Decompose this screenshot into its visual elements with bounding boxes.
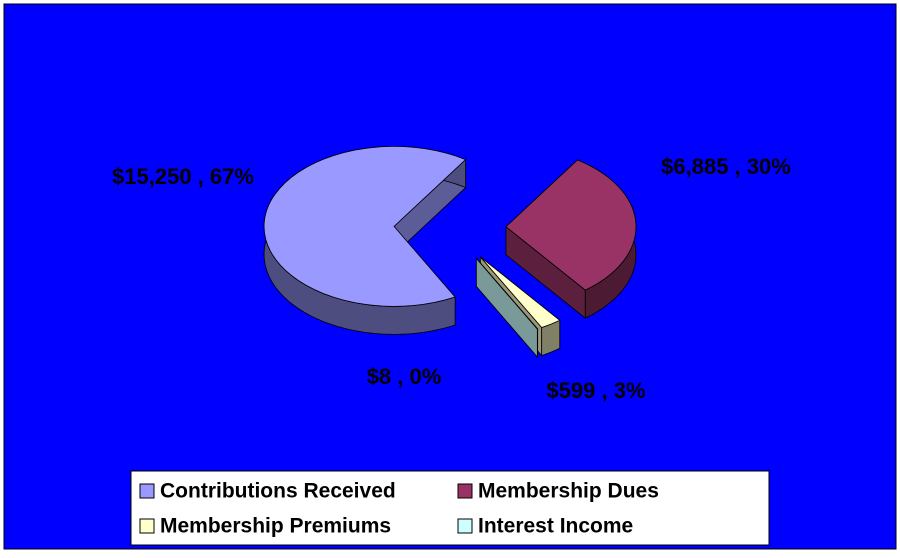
legend-swatch xyxy=(458,484,472,498)
legend-swatch xyxy=(458,519,472,533)
data-label: $599 , 3% xyxy=(546,378,645,403)
legend-swatch xyxy=(140,484,154,498)
legend-label: Interest Income xyxy=(478,515,633,538)
legend-label: Membership Premiums xyxy=(160,515,391,538)
data-label: $8 , 0% xyxy=(367,364,442,389)
data-label: $15,250 , 67% xyxy=(112,164,254,189)
chart-area xyxy=(4,4,896,549)
data-label: $6,885 , 30% xyxy=(661,154,791,179)
legend-label: Membership Dues xyxy=(478,480,659,503)
legend-label: Contributions Received xyxy=(160,480,396,503)
legend-swatch xyxy=(140,519,154,533)
